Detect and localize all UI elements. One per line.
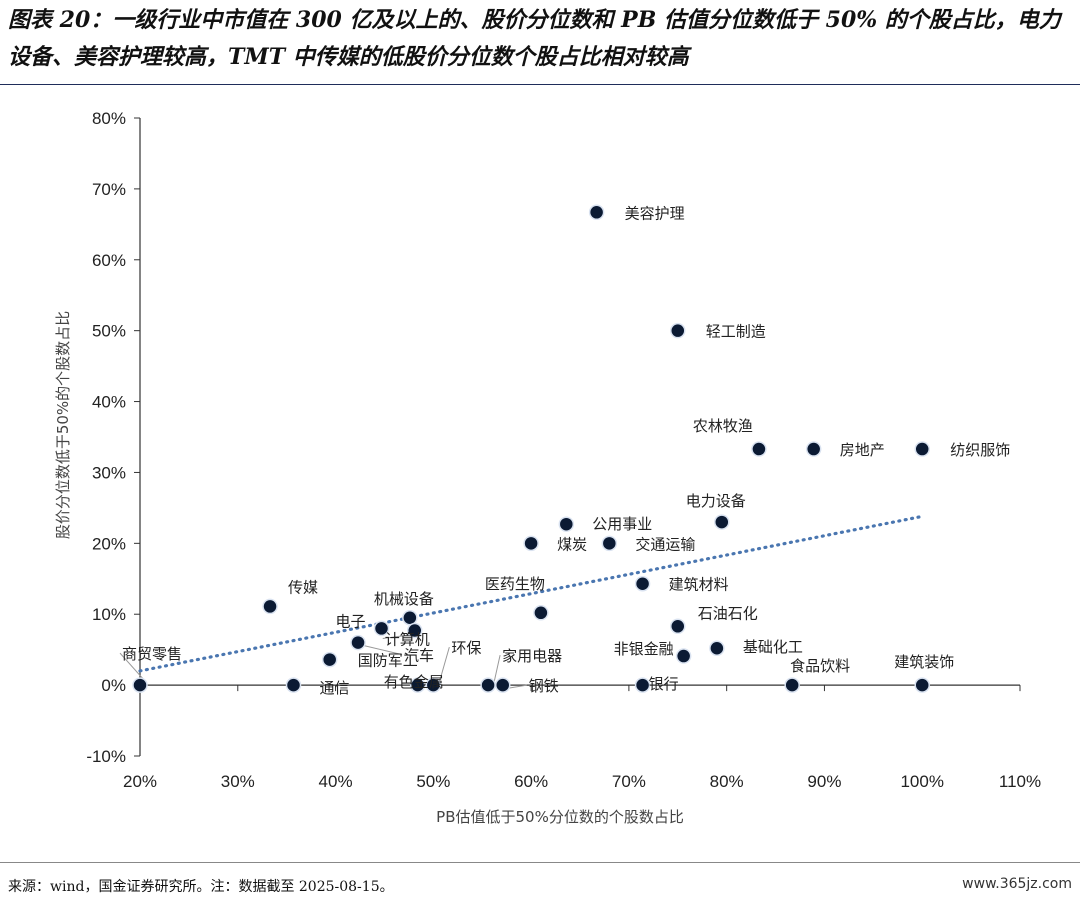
y-tick-label: -10% xyxy=(86,747,126,766)
data-point xyxy=(784,677,800,693)
data-point xyxy=(373,620,390,637)
data-point xyxy=(132,677,148,693)
y-tick-label: 80% xyxy=(92,109,126,128)
leader-line xyxy=(493,655,501,683)
x-tick-label: 20% xyxy=(123,772,157,791)
x-tick-label: 30% xyxy=(221,772,255,791)
data-point xyxy=(634,575,651,592)
data-point xyxy=(285,677,302,693)
data-point xyxy=(714,514,730,530)
data-point xyxy=(805,441,822,457)
data-point xyxy=(523,535,539,552)
y-tick-label: 70% xyxy=(92,180,126,199)
data-point xyxy=(480,677,496,693)
point-label: 房地产 xyxy=(840,441,885,459)
x-tick-label: 40% xyxy=(319,772,353,791)
leader-line xyxy=(438,646,450,683)
x-tick-label: 60% xyxy=(514,772,548,791)
footer-divider xyxy=(0,862,1080,863)
data-point xyxy=(407,622,423,639)
point-label: 轻工制造 xyxy=(706,323,766,341)
x-tick-label: 90% xyxy=(807,772,841,791)
point-label: 医药生物 xyxy=(485,575,545,593)
data-point xyxy=(709,640,725,656)
y-tick-label: 0% xyxy=(101,676,126,695)
y-tick-label: 40% xyxy=(92,393,126,412)
data-point xyxy=(350,634,366,651)
data-point xyxy=(914,677,930,693)
source-note: 来源：wind，国金证券研究所。注：数据截至 2025-08-15。 xyxy=(8,879,394,895)
data-points xyxy=(132,204,930,693)
y-tick-label: 60% xyxy=(92,251,126,270)
point-label: 电力设备 xyxy=(686,492,746,510)
data-point xyxy=(402,610,418,626)
point-label: 交通运输 xyxy=(635,535,695,553)
point-label: 机械设备 xyxy=(374,590,434,608)
trendline-group xyxy=(138,514,924,673)
x-tick-label: 70% xyxy=(612,772,646,791)
data-point xyxy=(495,677,511,693)
trendline xyxy=(138,514,924,673)
axes xyxy=(134,117,1021,757)
data-point xyxy=(914,441,930,457)
leader-line xyxy=(508,684,527,689)
point-label: 电子 xyxy=(336,612,366,630)
x-tick-label: 80% xyxy=(710,772,744,791)
point-label: 纺织服饰 xyxy=(950,441,1010,459)
point-label: 美容护理 xyxy=(625,204,685,222)
data-point xyxy=(675,648,692,664)
y-axis-title: 股价分位数低于50%的个股数占比 xyxy=(54,311,72,539)
point-label: 汽车 xyxy=(404,647,434,665)
data-point xyxy=(670,322,686,339)
data-point xyxy=(262,598,278,615)
y-tick-label: 10% xyxy=(92,605,126,624)
x-axis-title: PB估值低于50%分位数的个股数占比 xyxy=(436,808,684,826)
point-label: 通信 xyxy=(320,679,350,697)
data-point xyxy=(425,677,442,693)
leader-line xyxy=(363,645,403,656)
x-tick-label: 110% xyxy=(999,772,1041,791)
point-label: 商贸零售 xyxy=(122,645,182,663)
tick-labels: -10% 0% 10% 20% 30% 40% 50% 60% 70% 80% 20% 30% 40% 5… xyxy=(86,109,1041,791)
title-divider xyxy=(0,84,1080,85)
point-label: 石油石化 xyxy=(698,604,758,622)
y-tick-label: 50% xyxy=(92,322,126,341)
point-label: 计算机 xyxy=(385,631,430,649)
point-label: 农林牧渔 xyxy=(693,417,753,435)
point-label: 食品饮料 xyxy=(790,657,850,675)
watermark: www.365jz.com xyxy=(962,876,1072,892)
point-label: 建筑装饰 xyxy=(894,653,954,671)
point-label: 钢铁 xyxy=(529,677,559,695)
point-label: 国防军工 xyxy=(358,652,418,670)
point-label: 传媒 xyxy=(288,578,318,596)
x-tick-label: 50% xyxy=(416,772,450,791)
data-point xyxy=(751,441,767,457)
point-label: 银行 xyxy=(649,675,679,693)
point-label: 环保 xyxy=(451,639,481,657)
y-tick-label: 20% xyxy=(92,534,126,553)
data-point xyxy=(321,651,338,668)
leader-line xyxy=(119,652,147,683)
point-label: 非银金融 xyxy=(614,640,674,658)
chart-title: 图表 20：一级行业中市值在 300 亿及以上的、股价分位数和 PB 估值分位数… xyxy=(8,7,1061,70)
data-point xyxy=(533,605,549,621)
point-label: 有色金属 xyxy=(384,673,444,691)
data-point xyxy=(634,677,651,693)
data-point xyxy=(601,535,618,552)
point-label: 建筑材料 xyxy=(669,576,729,594)
data-point xyxy=(409,677,426,693)
point-label: 煤炭 xyxy=(557,535,587,553)
point-label: 公用事业 xyxy=(592,515,652,533)
point-label: 基础化工 xyxy=(743,638,803,656)
data-point xyxy=(558,516,575,532)
x-tick-label: 100% xyxy=(900,772,943,791)
point-label: 家用电器 xyxy=(502,647,562,665)
data-point xyxy=(670,618,686,635)
y-tick-label: 30% xyxy=(92,463,126,482)
data-point xyxy=(588,204,605,221)
